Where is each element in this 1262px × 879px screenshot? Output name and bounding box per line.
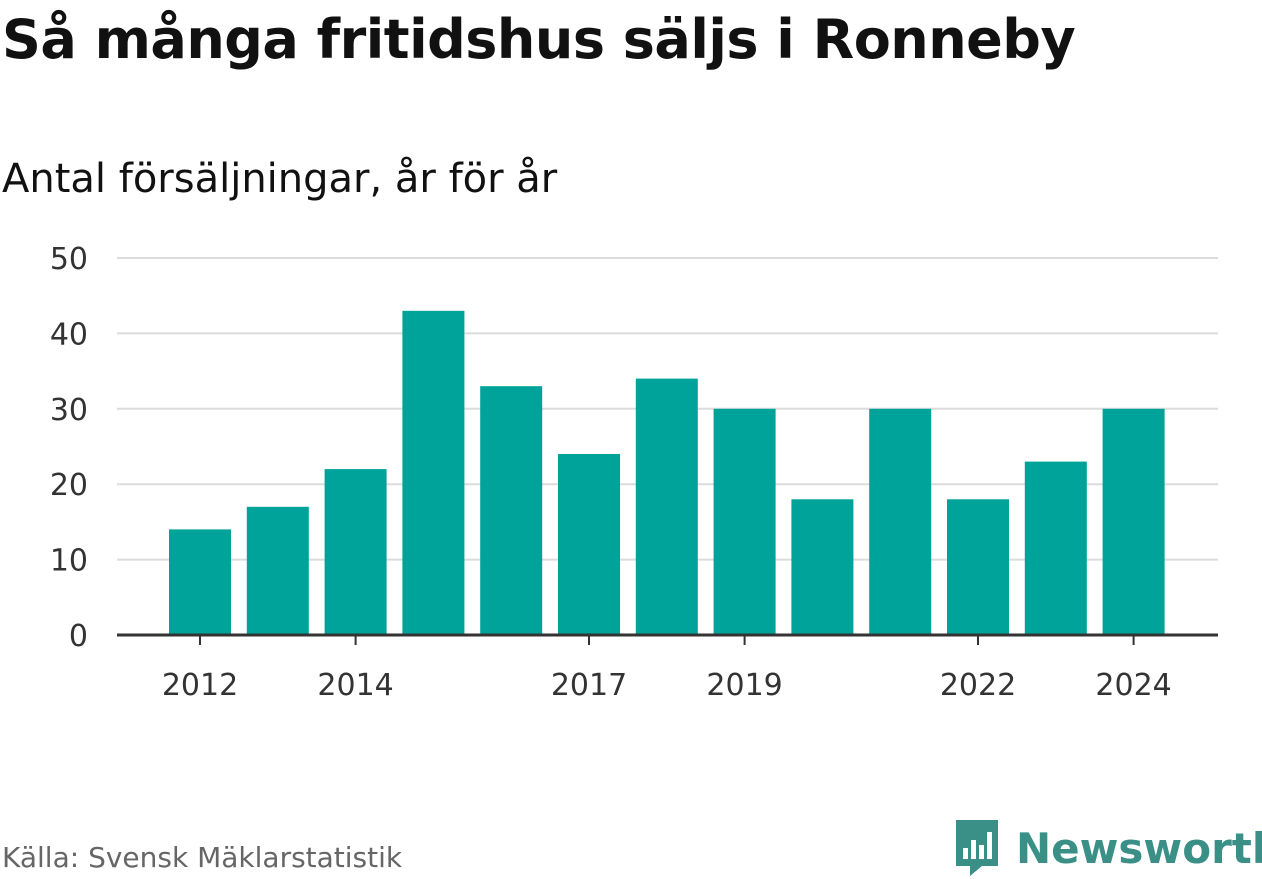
bar-2018 [635,378,698,635]
chart-title: Så många fritidshus säljs i Ronneby [2,8,1076,71]
x-tick-label: 2019 [706,668,782,703]
bar-2012 [169,529,231,635]
source-note: Källa: Svensk Mäklarstatistik [2,841,403,874]
bar-2023 [1024,461,1087,635]
y-axis-tick-labels: 0 10 20 30 40 50 [50,242,88,654]
bar-2015 [402,310,465,635]
bars [169,310,1165,635]
bar-2022 [947,499,1009,635]
x-tick-label: 2022 [940,668,1016,703]
y-tick-label: 40 [50,317,88,352]
bar-2024 [1102,408,1165,635]
x-tick-label: 2014 [317,668,393,703]
bar-2021 [869,408,932,635]
brand-name: Newsworthy [1016,823,1262,873]
y-tick-label: 0 [69,619,88,654]
brand-logo: Newsworthy [952,818,1262,878]
bar-2020 [791,499,854,635]
bar-2017 [558,454,620,635]
bar-2014 [324,469,387,635]
y-tick-label: 20 [50,468,88,503]
x-tick-label: 2024 [1095,668,1171,703]
y-tick-label: 10 [50,544,88,579]
y-tick-label: 50 [50,242,88,277]
bar-2013 [246,506,309,635]
x-axis-tick-labels: 2012 2014 2017 2019 2022 2024 [162,668,1172,703]
y-tick-label: 30 [50,393,88,428]
bar-2019 [713,408,776,635]
bar-2016 [480,386,543,635]
chart-subtitle: Antal försäljningar, år för år [2,156,558,202]
x-tick-label: 2017 [551,668,627,703]
newsworthy-logo-icon [956,820,998,876]
x-tick-label: 2012 [162,668,238,703]
x-axis [117,633,1218,645]
